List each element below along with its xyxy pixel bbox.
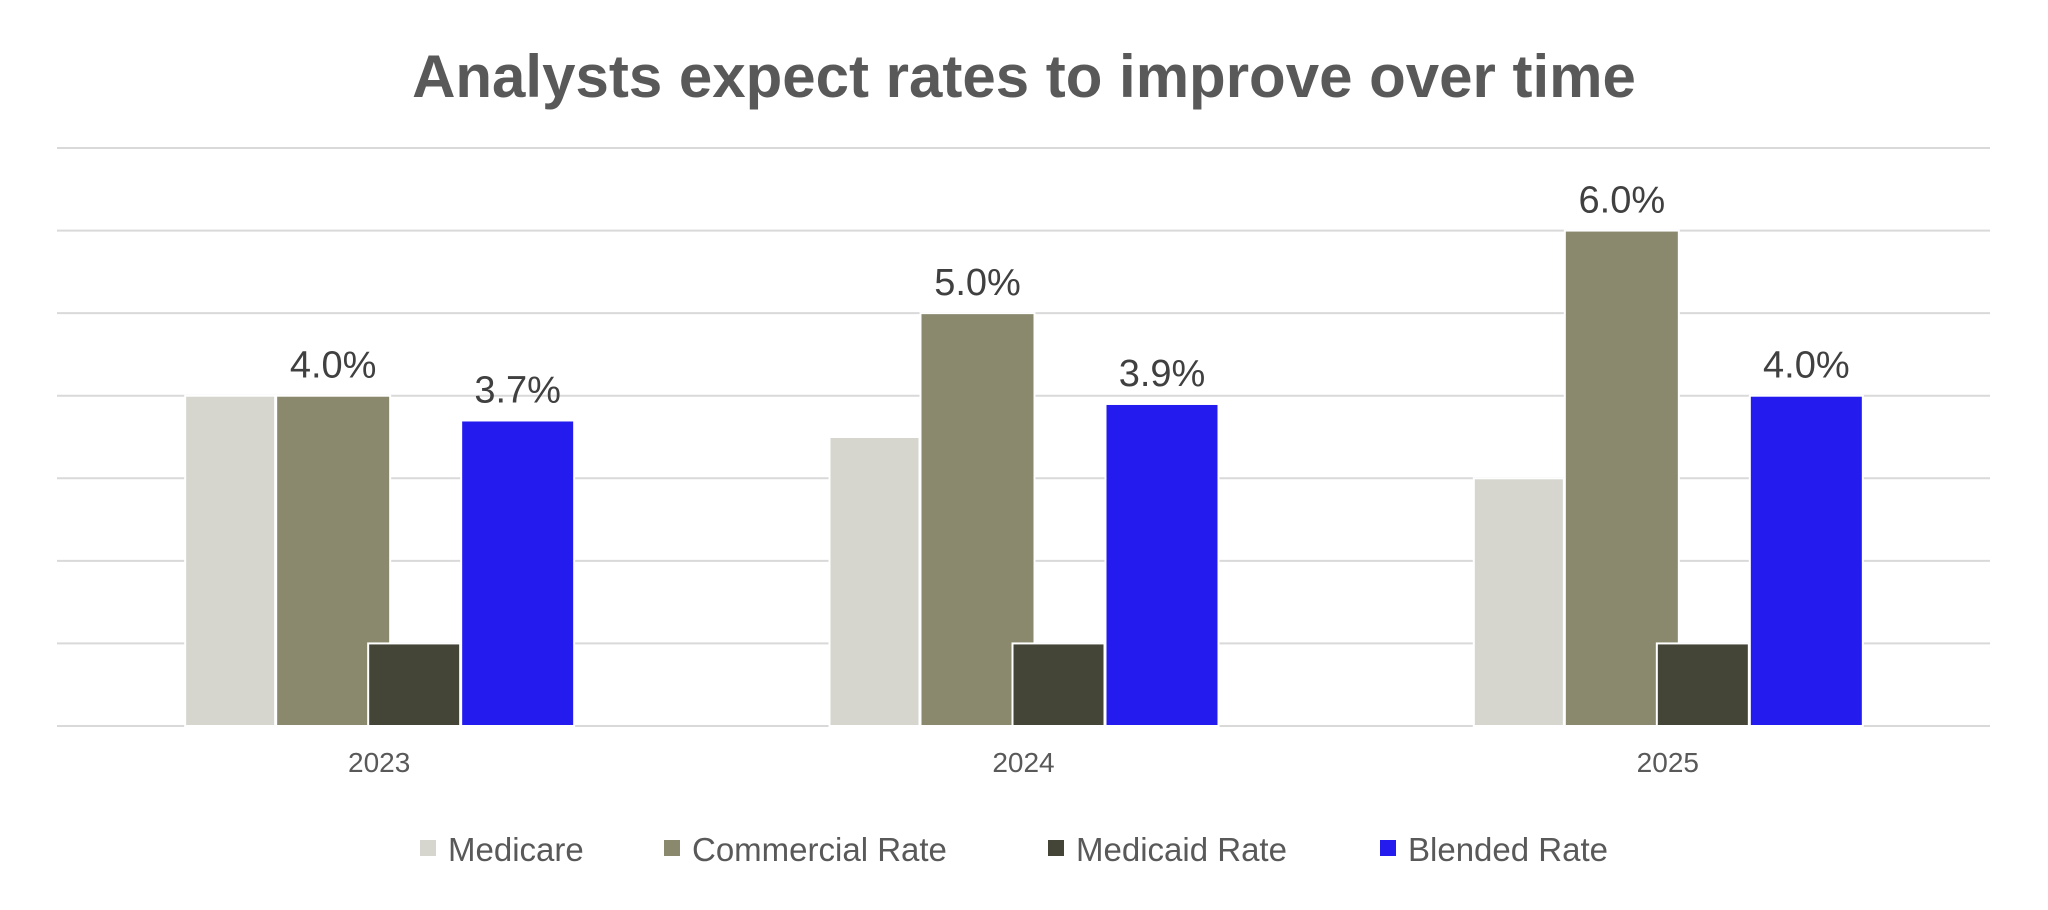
- legend-item-medicaid-rate: Medicaid Rate: [1048, 831, 1287, 868]
- bar-medicare-2024: [828, 436, 921, 727]
- data-label: 4.0%: [1763, 345, 1850, 387]
- legend-label: Blended Rate: [1408, 831, 1608, 868]
- bar-medicare-2023: [184, 394, 277, 727]
- legend-swatch: [664, 840, 680, 856]
- bars: [184, 229, 1864, 728]
- data-label: 4.0%: [290, 345, 377, 387]
- bar-blended-rate-2024: [1104, 402, 1220, 727]
- bar-medicare-2025: [1472, 477, 1565, 727]
- data-label: 3.9%: [1119, 353, 1206, 395]
- bar-blended-rate-2023: [460, 419, 576, 727]
- legend-swatch: [1048, 840, 1064, 856]
- data-label: 5.0%: [934, 262, 1021, 304]
- legend-swatch: [420, 840, 436, 856]
- chart-title: Analysts expect rates to improve over ti…: [412, 43, 1636, 110]
- x-tick-label: 2024: [992, 747, 1054, 778]
- x-tick-label: 2023: [348, 747, 410, 778]
- x-tick-label: 2025: [1637, 747, 1699, 778]
- legend-item-blended-rate: Blended Rate: [1380, 831, 1608, 868]
- bar-medicaid-rate-2024: [1011, 642, 1106, 728]
- bar-medicaid-rate-2023: [367, 642, 462, 728]
- bar-blended-rate-2025: [1748, 394, 1864, 727]
- legend-item-medicare: Medicare: [420, 831, 584, 868]
- legend-label: Medicare: [448, 831, 584, 868]
- bar-medicaid-rate-2025: [1655, 642, 1750, 728]
- legend-item-commercial-rate: Commercial Rate: [664, 831, 947, 868]
- x-axis-ticks: 2023 2024 2025: [348, 747, 1699, 778]
- legend-label: Commercial Rate: [692, 831, 947, 868]
- data-labels: 4.0% 3.7% 5.0% 3.9% 6.0% 4.0%: [290, 180, 1850, 412]
- data-label: 6.0%: [1579, 180, 1666, 222]
- data-label: 3.7%: [474, 369, 561, 411]
- legend-label: Medicaid Rate: [1076, 831, 1287, 868]
- legend-swatch: [1380, 840, 1396, 856]
- legend: Medicare Commercial Rate Medicaid Rate Blen…: [420, 831, 1608, 868]
